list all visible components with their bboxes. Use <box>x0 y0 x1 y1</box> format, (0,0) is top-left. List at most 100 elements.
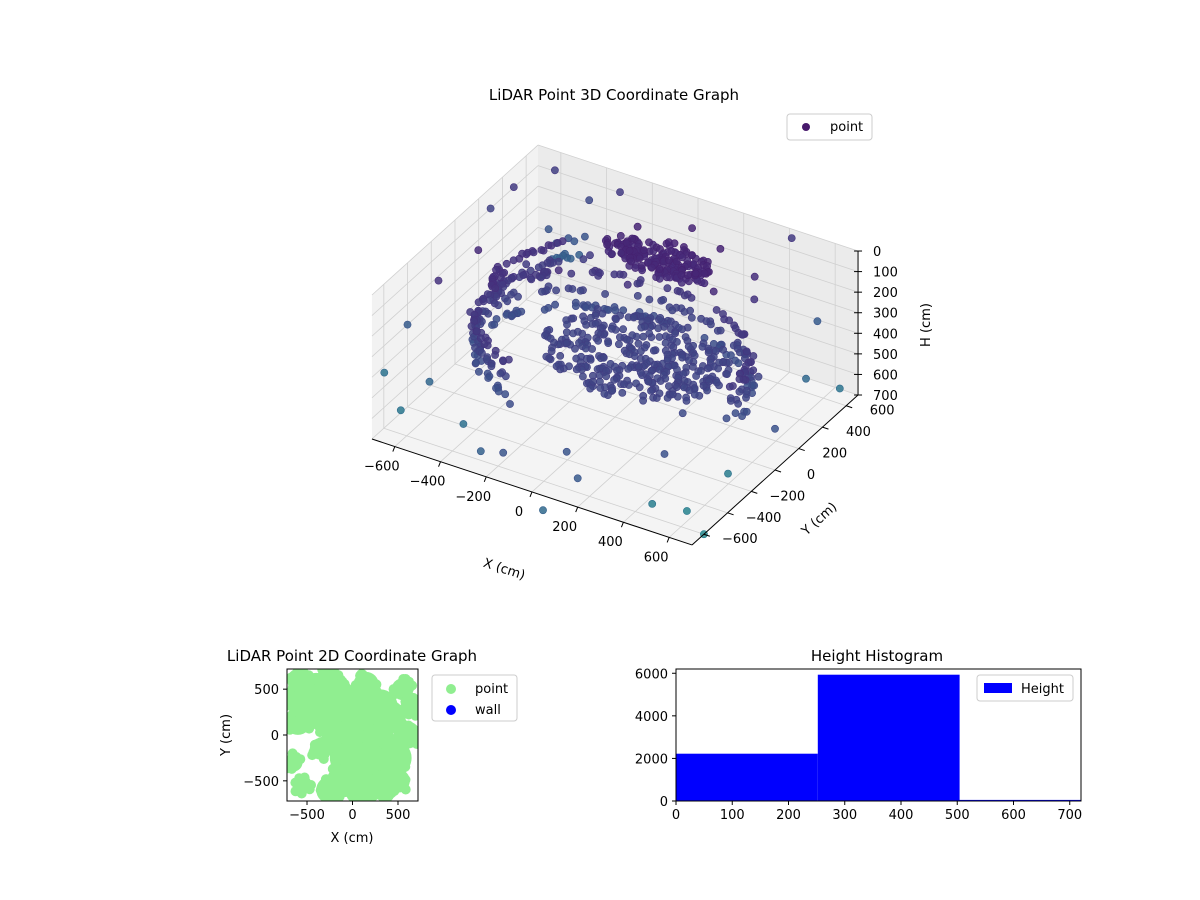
y-axis-label-3d: Y (cm) <box>798 500 840 540</box>
point-3d <box>627 257 636 266</box>
point-3d <box>691 269 700 278</box>
legend-2d-wall-label: wall <box>475 703 501 718</box>
point-3d <box>499 357 508 366</box>
point-3d <box>735 375 744 383</box>
y-tick-label-histogram: 0 <box>660 795 668 810</box>
point-3d <box>607 324 616 333</box>
point-3d <box>564 284 573 293</box>
point-3d <box>547 347 556 356</box>
point-3d <box>544 225 553 234</box>
point-3d <box>616 188 624 196</box>
point-3d <box>581 303 590 312</box>
legend-2d-point-marker <box>446 684 456 694</box>
point-3d <box>835 384 844 393</box>
y-tick-label-3d: 200 <box>822 447 847 462</box>
point-3d <box>667 246 676 255</box>
point-3d <box>487 362 496 371</box>
legend-histogram[interactable]: Height <box>976 674 1074 702</box>
point-3d <box>700 269 709 278</box>
point-3d <box>581 232 589 241</box>
z-tick-label-3d: 700 <box>873 389 898 404</box>
point-3d <box>678 353 687 362</box>
y-tick-3d <box>846 405 853 409</box>
point-3d <box>656 245 664 253</box>
point-3d <box>749 366 758 375</box>
legend-2d[interactable]: point wall <box>431 674 518 722</box>
point-3d <box>467 322 476 331</box>
point-3d <box>637 347 645 356</box>
point-3d <box>526 266 535 275</box>
point-3d <box>725 316 733 325</box>
point-2d-cluster <box>391 678 414 701</box>
y-tick-label-3d: 600 <box>870 404 895 419</box>
point-3d <box>503 297 512 306</box>
point-3d <box>472 358 480 367</box>
point-3d <box>491 284 500 292</box>
y-tick-label-histogram: 6000 <box>635 667 668 682</box>
point-3d <box>618 388 627 397</box>
point-3d <box>527 275 536 284</box>
y-tick-label-3d: −600 <box>722 532 758 547</box>
point-3d <box>787 234 796 242</box>
point-3d <box>692 372 700 380</box>
point-3d <box>498 279 507 288</box>
point-2d-cluster <box>393 721 418 749</box>
z-tick-label-3d: 400 <box>873 327 898 342</box>
point-3d <box>742 347 751 356</box>
legend-3d-point-marker <box>802 123 810 131</box>
point-3d <box>680 291 689 300</box>
y-axis-label-2d: Y (cm) <box>219 714 234 757</box>
title-3d: LiDAR Point 3D Coordinate Graph <box>489 86 739 104</box>
x-tick-label-3d: 600 <box>644 550 669 565</box>
point-3d <box>704 348 713 357</box>
panel-3d-scatter: LiDAR Point 3D Coordinate Graph −600 −400… <box>364 86 934 583</box>
point-3d <box>685 356 693 365</box>
point-3d <box>556 365 565 374</box>
grid-line-z-left <box>371 144 539 296</box>
z-axis-label-3d: H (cm) <box>919 303 934 347</box>
point-3d <box>663 273 671 282</box>
points-2d <box>287 669 418 801</box>
point-3d <box>654 324 663 333</box>
point-3d <box>603 240 611 249</box>
point-3d <box>562 328 571 337</box>
point-3d <box>494 387 503 396</box>
point-3d <box>639 332 648 341</box>
point-3d <box>482 355 491 363</box>
point-3d <box>635 254 644 263</box>
legend-histogram-label: Height <box>1021 682 1064 697</box>
point-3d <box>672 257 681 266</box>
point-3d <box>719 345 727 354</box>
grid-line-z-back <box>537 185 859 293</box>
point-3d <box>492 265 500 274</box>
point-3d <box>380 368 389 377</box>
point-3d <box>714 364 722 373</box>
x-tick-label-histogram: 600 <box>1001 808 1026 823</box>
x-tick-label-2d: 500 <box>386 808 411 823</box>
point-3d <box>396 406 405 415</box>
point-3d <box>655 274 664 283</box>
point-3d <box>544 241 553 249</box>
point-3d <box>514 292 522 301</box>
point-3d <box>509 256 518 265</box>
point-3d <box>684 342 693 351</box>
point-3d <box>665 256 673 265</box>
point-3d <box>663 284 672 293</box>
point-3d <box>610 375 618 384</box>
histogram-bar <box>817 674 960 801</box>
x-axis-label-3d: X (cm) <box>481 556 527 584</box>
legend-3d[interactable]: point <box>786 113 873 141</box>
point-2d-cluster <box>386 769 410 793</box>
point-3d <box>403 320 412 329</box>
legend-3d-point-label: point <box>830 120 863 135</box>
y-tick-3d <box>751 490 758 494</box>
point-3d <box>680 307 689 316</box>
point-3d <box>699 381 708 390</box>
point-3d <box>571 302 580 310</box>
x-tick-label-3d: −600 <box>364 460 400 475</box>
point-3d <box>476 447 485 456</box>
point-3d <box>637 261 646 270</box>
z-tick-label-3d: 100 <box>873 266 898 281</box>
point-3d <box>579 255 588 264</box>
point-3d <box>709 287 718 296</box>
